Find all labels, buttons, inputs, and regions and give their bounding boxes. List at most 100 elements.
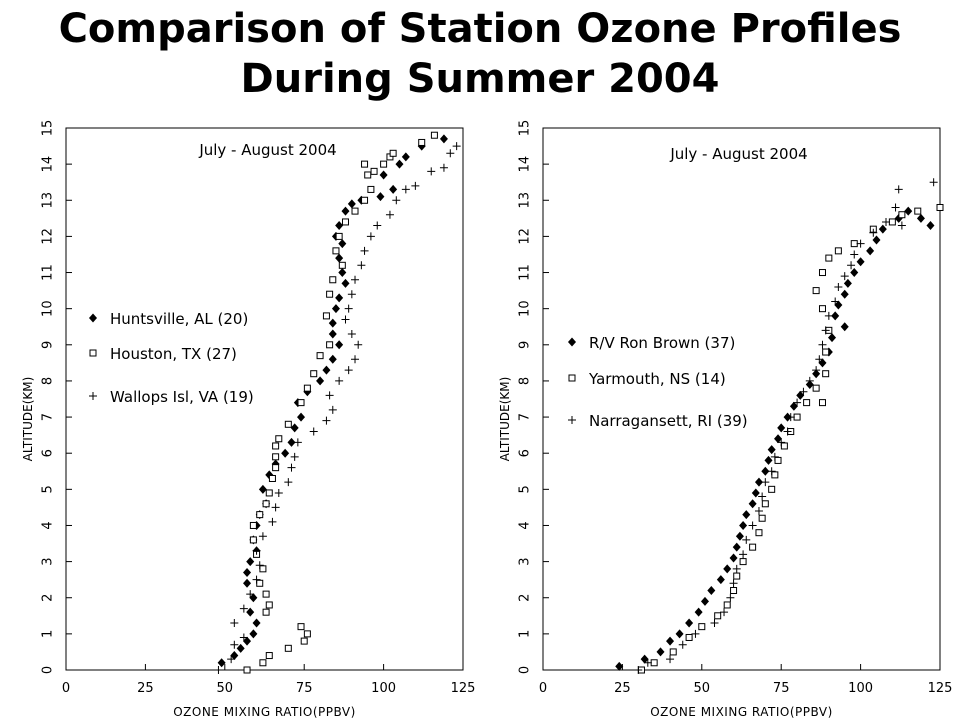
chart2-x-tick-label: 0	[539, 681, 547, 696]
chart2-series2-point	[723, 601, 731, 609]
chart2-series3-point	[726, 593, 735, 602]
chart2-series1-point	[723, 564, 732, 574]
chart2-series2-point	[698, 623, 706, 631]
chart2-series1-point	[735, 531, 744, 541]
chart2-y-tick-label: 2	[518, 594, 533, 602]
chart2-series2-point	[822, 348, 830, 356]
chart2-series3-point	[891, 203, 900, 212]
chart2-series1-point	[777, 423, 786, 433]
chart1-series2-point	[303, 384, 311, 392]
chart2-y-tick-label: 6	[518, 449, 533, 457]
chart1-series3-point	[427, 167, 436, 176]
chart2-series2-point	[714, 612, 722, 620]
chart2-series3-point	[761, 478, 770, 487]
chart1-series3-point	[357, 261, 366, 270]
chart2-series3-point	[929, 178, 938, 187]
chart1-series2-point	[326, 341, 334, 349]
chart2-y-tick-label: 9	[518, 341, 533, 349]
chart2-series3-point	[783, 427, 792, 436]
chart1-series2-point	[262, 608, 270, 616]
chart1-series2-point	[430, 131, 438, 139]
chart1-y-tick-label: 9	[41, 341, 56, 349]
chart1-series1-point	[230, 651, 239, 661]
chart1-series3-point	[227, 655, 236, 664]
chart2-series1-point	[615, 661, 624, 671]
chart1-series1-point	[331, 304, 340, 314]
chart1-series3-point	[366, 232, 375, 241]
chart2-series2-point	[834, 247, 842, 255]
chart1-y-tick-label: 4	[41, 521, 56, 529]
chart1-y-tick-label: 7	[41, 413, 56, 421]
chart1-legend-label: Huntsville, AL (20)	[110, 310, 248, 328]
chart2-x-tick-label: 75	[773, 681, 790, 696]
chart1-series2-point	[322, 312, 330, 320]
chart1-series1-point	[401, 152, 410, 162]
chart2-y-tick-label: 15	[518, 120, 533, 137]
page-title-line-2: During Summer 2004	[240, 56, 720, 102]
chart1-series2-point	[341, 218, 349, 226]
chart1-series1-point	[328, 354, 337, 364]
chart1-series2-point	[284, 644, 292, 652]
chart1-series3-point	[252, 546, 261, 555]
chart1-series3-point	[385, 210, 394, 219]
chart1-series2-point	[326, 290, 334, 298]
chart2-series3-point	[824, 311, 833, 320]
chart2-series2-point	[825, 254, 833, 262]
chart2-y-tick-label: 3	[518, 557, 533, 565]
chart2-series1-point	[828, 333, 837, 343]
chart1-x-axis-label: OZONE MIXING RATIO(PPBV)	[173, 705, 356, 719]
chart2-series2-point	[803, 399, 811, 407]
chart1-series2-point	[361, 196, 369, 204]
chart1-series2-point	[370, 167, 378, 175]
chart1-series2-point	[265, 652, 273, 660]
chart2-series1-point	[840, 289, 849, 299]
chart2-series2-point	[774, 456, 782, 464]
chart2-series1-point	[656, 647, 665, 657]
chart1-series3-point	[360, 246, 369, 255]
chart1-series2-point	[265, 601, 273, 609]
chart1-series1-point	[328, 329, 337, 339]
chart1-series3-point	[287, 463, 296, 472]
chart1-series2-point	[272, 453, 280, 461]
chart2-series2-point	[650, 659, 658, 667]
chart1-series3-point	[271, 503, 280, 512]
chart1-series3-point	[255, 561, 264, 570]
chart2-series1-point	[675, 629, 684, 639]
chart1-series2-point	[262, 500, 270, 508]
chart1-series3-point	[439, 163, 448, 172]
chart2-series3-point	[894, 185, 903, 194]
chart1-series2-point	[297, 623, 305, 631]
chart1-series3-point	[351, 275, 360, 284]
chart1-series2-point	[389, 149, 397, 157]
chart1-series3-point	[309, 427, 318, 436]
chart1-series3-point	[344, 366, 353, 375]
chart2-series3-point	[799, 387, 808, 396]
chart2-series1-point	[707, 586, 716, 596]
chart1-series1-point	[249, 593, 258, 603]
chart2-series1-point	[640, 654, 649, 664]
chart1-y-tick-label: 6	[41, 449, 56, 457]
chart2-series1-point	[866, 246, 875, 256]
chart1-y-axis-label: ALTITUDE(KM)	[21, 377, 35, 462]
chart1-series3-point	[252, 575, 261, 584]
chart2-legend-label: R/V Ron Brown (37)	[589, 334, 735, 352]
chart1-series2-point	[297, 399, 305, 407]
chart1-series1-point	[217, 658, 226, 668]
chart1-series3-point	[290, 452, 299, 461]
chart2-series1-point	[834, 300, 843, 310]
chart2-series3-point	[850, 250, 859, 259]
chart1-series3-point	[230, 619, 239, 628]
chart2-series3-point	[643, 658, 652, 667]
chart2-x-tick-label: 125	[928, 681, 953, 696]
chart1-legend-label: Wallops Isl, VA (19)	[110, 388, 254, 406]
chart1-series1-point	[246, 557, 255, 567]
chart1-series3-point	[293, 438, 302, 447]
chart2-series1-point	[872, 235, 881, 245]
chart1-x-tick-label: 25	[137, 681, 154, 696]
chart2-series3-point	[834, 282, 843, 291]
chart2-series3-point	[777, 438, 786, 447]
chart1-y-tick-label: 12	[41, 228, 56, 245]
chart1-series2-point	[310, 370, 318, 378]
chart2-series3-point	[691, 629, 700, 638]
